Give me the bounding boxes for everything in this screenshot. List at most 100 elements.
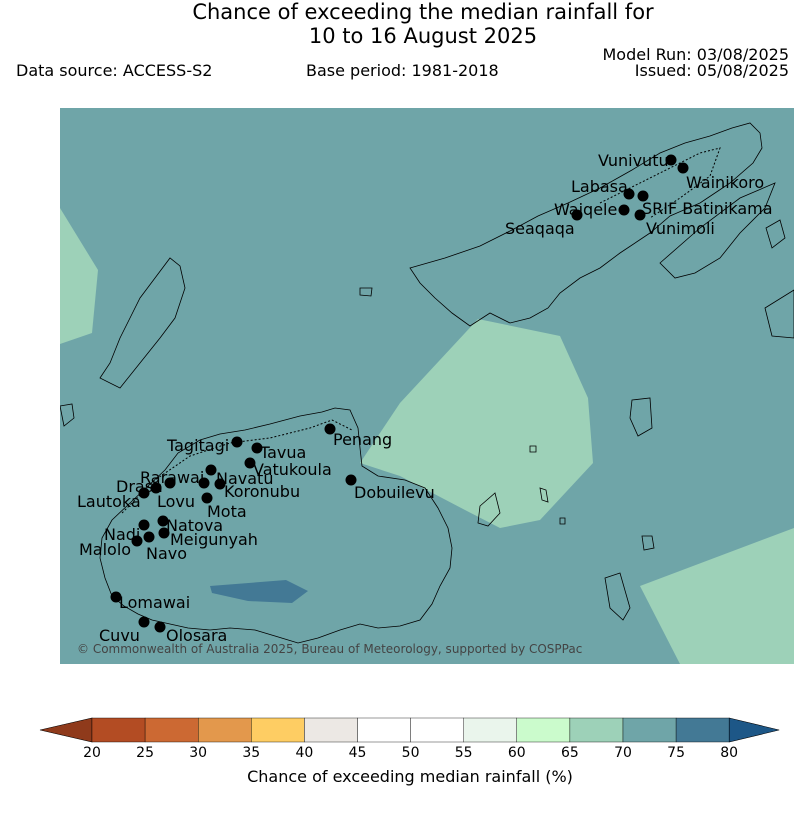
colorbar-tick-label: 35 [242,745,261,761]
colorbar [38,714,784,748]
station-label: Vunimoli [646,219,715,238]
colorbar-tick-label: 55 [454,745,473,761]
islet-coastline [604,572,631,621]
station-marker [214,478,226,490]
islet-coastline [60,403,75,427]
station-marker [154,621,166,633]
station-label: Vunivutu [598,151,669,170]
province-boundary [121,419,353,514]
issued-date: Issued: 05/08/2025 [634,61,789,80]
station-marker [637,190,649,202]
station-label: Drasa [116,477,163,496]
colorbar-segment [675,717,730,743]
colorbar-tick-label: 20 [83,745,101,761]
station-marker [634,209,646,221]
model-run: Model Run: 03/08/2025 [602,45,790,64]
title-line-1: Chance of exceeding the median rainfall … [192,0,654,24]
station-marker [231,436,243,448]
station-marker [623,188,635,200]
station-label: Navo [146,544,187,563]
colorbar-extend-low [39,717,93,743]
viti-levu-coastline [99,407,453,644]
station-label: Meigunyah [170,530,258,549]
islet-coastline [641,535,655,551]
station-label: Seaqaqa [505,219,575,238]
station-marker [131,535,143,547]
colorbar-tick-label: 40 [295,745,314,761]
islet-coastline [629,397,653,437]
station-label: Nadi [104,525,140,544]
shade-75-80 [210,580,308,603]
taveuni-coastline [659,182,776,279]
title-line-2: 10 to 16 August 2025 [308,24,538,48]
base-period: Base period: 1981-2018 [306,61,499,80]
station-marker [677,162,689,174]
station-label: Waiqele [554,200,617,219]
station-label: Lomawai [119,593,190,612]
station-marker [158,527,170,539]
data-source: Data source: ACCESS-S2 [16,61,213,80]
station-marker [164,477,176,489]
province-boundary [599,147,721,219]
station-label: Dobuilevu [354,483,435,502]
colorbar-segment [144,717,199,743]
station-label: Navatu [216,469,273,488]
station-label: Wainikoro [686,173,764,192]
colorbar-segment [357,717,411,743]
colorbar-tick-label: 75 [667,745,685,761]
colorbar-segment [569,717,624,743]
copyright-notice: © Commonwealth of Australia 2025, Bureau… [77,642,582,656]
station-label: Penang [333,430,392,449]
station-marker [110,591,122,603]
colorbar-extend-high [728,717,780,743]
station-label: Tavua [259,443,306,462]
station-label: SRIF Batinikama [642,199,773,218]
station-marker [143,531,155,543]
station-label: Lautoka [77,492,141,511]
station-marker [201,492,213,504]
islet-coastline [477,492,501,527]
station-label: Cuvu [99,626,140,645]
station-marker [157,515,169,527]
colorbar-segment [410,717,464,743]
station-label: Malolo [79,540,131,559]
shade-65-70-west [60,208,98,344]
station-label: Koronubu [224,482,300,501]
islet-coastline [529,445,537,453]
station-layer: Vunivutu Wainikoro Labasa SRIF Batinikama Wa… [77,151,773,645]
station-marker [618,204,630,216]
islet-coastline [559,517,566,525]
colorbar-segment [463,717,518,743]
station-marker [345,474,357,486]
colorbar-graphic [39,717,780,743]
station-marker [665,154,677,166]
station-marker [205,464,217,476]
station-label: Olosara [166,626,227,645]
islet-coastline [539,487,549,503]
station-label: Mota [207,502,247,521]
map-title: Chance of exceeding the median rainfall … [0,0,804,48]
colorbar-tick-label: 70 [614,745,632,761]
station-label: Natova [166,516,223,535]
station-marker [150,482,162,494]
colorbar-tick-label: 60 [507,745,526,761]
station-marker [571,209,583,221]
colorbar-segment [91,717,146,743]
shade-65-70-southeast [640,528,794,664]
station-marker [244,457,256,469]
colorbar-segment [251,717,305,743]
station-marker [198,477,210,489]
vanua-levu-coastline [409,122,763,327]
station-label: Tagitagi [166,436,229,455]
colorbar-tick-label: 25 [136,745,154,761]
islet-coastline [359,287,373,297]
colorbar-tick-label: 45 [348,745,367,761]
station-marker [138,487,150,499]
shade-65-70-central [360,319,593,528]
forecast-map: Vunivutu Wainikoro Labasa SRIF Batinikama Wa… [60,108,794,664]
station-label: Rarawai [140,468,204,487]
station-label: Labasa [571,177,628,196]
station-marker [138,616,150,628]
station-label: Lovu [157,492,195,511]
station-marker [138,519,150,531]
